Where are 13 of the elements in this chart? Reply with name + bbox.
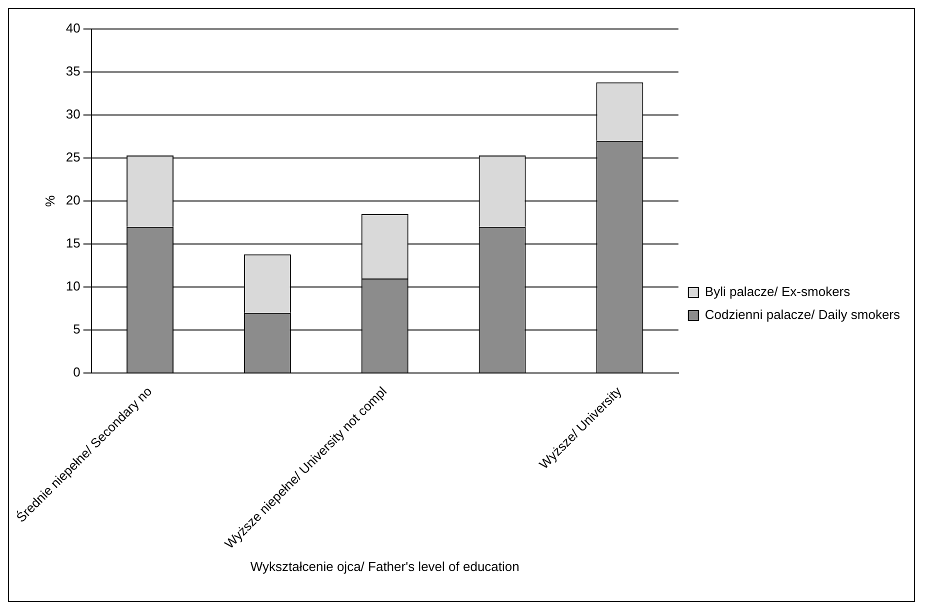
x-axis-title: Wykształcenie ojca/ Father's level of education [250, 558, 520, 574]
y-tick-label: 30 [66, 106, 80, 122]
legend-label: Byli palacze/ Ex-smokers [704, 284, 851, 300]
y-tick-label: 20 [66, 192, 80, 208]
y-tick-label: 0 [73, 364, 80, 380]
y-tick-label: 35 [66, 64, 80, 79]
y-tick-label: 10 [66, 278, 80, 294]
y-tick-label: 5 [73, 322, 80, 337]
y-tick-label: 15 [66, 236, 80, 251]
y-axis-title: % [42, 194, 58, 207]
y-tick-label: 25 [66, 150, 80, 165]
legend-label: Codzienni palacze/ Daily smokers [704, 307, 900, 322]
y-tick-label: 40 [66, 20, 80, 36]
